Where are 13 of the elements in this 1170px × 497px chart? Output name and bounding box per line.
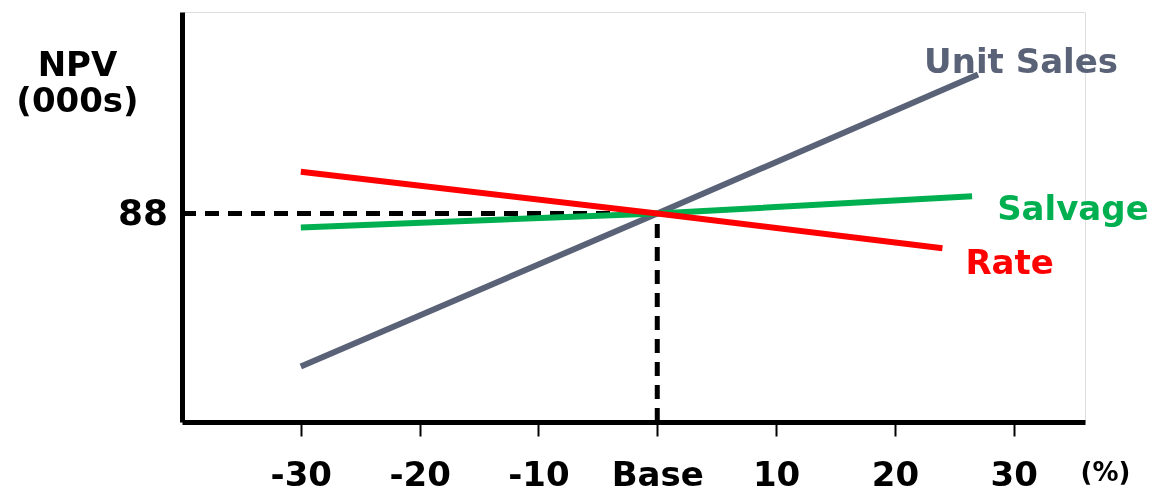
text: 88 xyxy=(117,191,168,233)
y-axis-title: NPV (000s) xyxy=(16,43,139,120)
x-tick-label: 10 xyxy=(752,453,801,494)
x-tick-label: -10 xyxy=(508,453,570,494)
x-tick-label: Base xyxy=(611,453,704,494)
series-label: Rate xyxy=(965,242,1054,283)
x-axis-title: (%) xyxy=(1080,456,1131,487)
x-tick-label: 30 xyxy=(990,453,1038,494)
series-label: Salvage xyxy=(997,188,1149,229)
x-tick-label: 20 xyxy=(871,453,920,494)
x-tick-label: -20 xyxy=(389,453,451,494)
x-tick-label: -30 xyxy=(270,453,333,494)
series-label: Unit Sales xyxy=(924,40,1119,81)
